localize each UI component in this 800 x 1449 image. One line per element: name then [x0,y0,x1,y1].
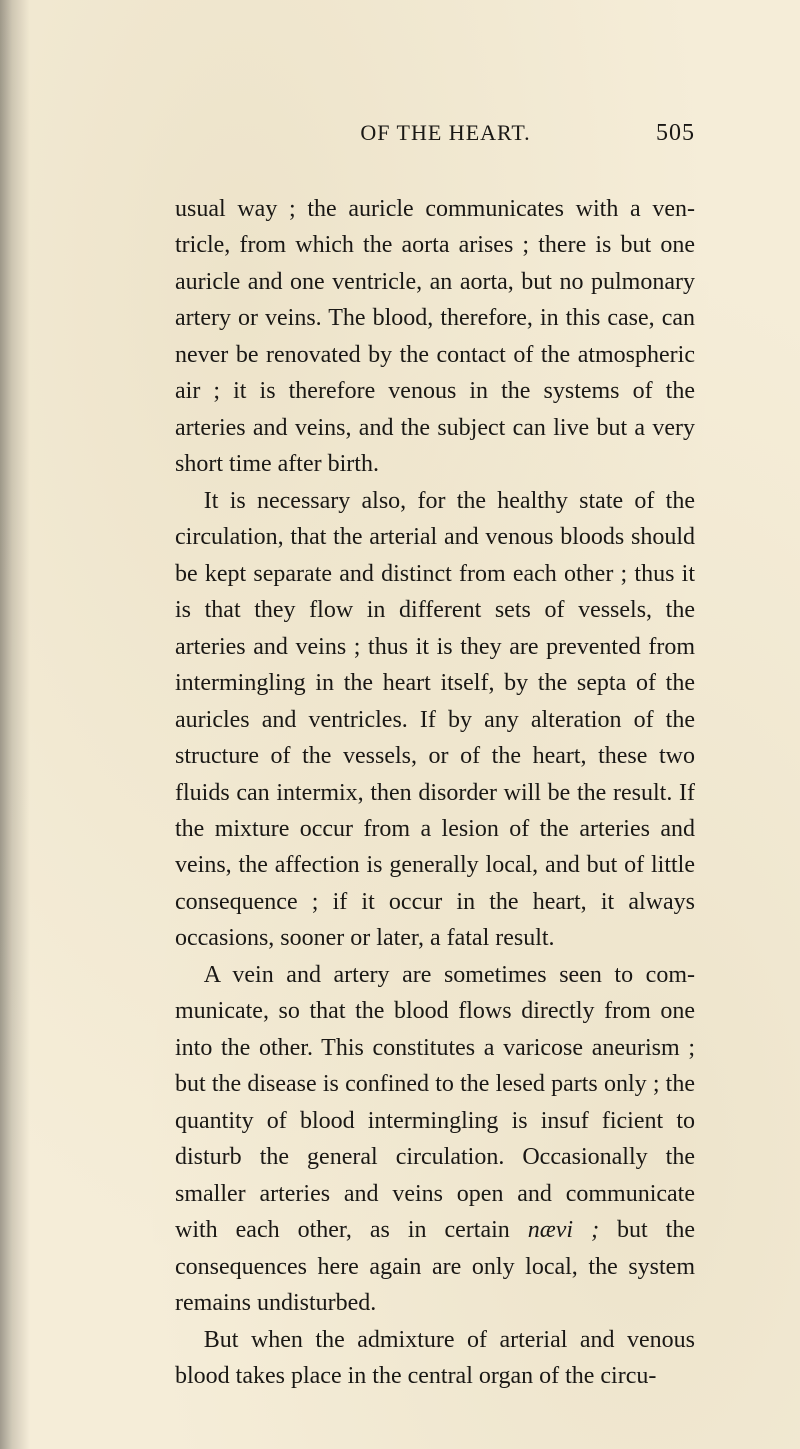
page-number: 505 [656,120,695,147]
body-text: usual way ; the auricle communicates wit… [175,191,695,1394]
paragraph-4: But when the admixture of arterial and v… [175,1322,695,1395]
paragraph-1: usual way ; the auricle communicates wit… [175,191,695,483]
book-page: OF THE HEART. 505 usual way ; the auricl… [0,0,800,1449]
running-title: OF THE HEART. [175,120,656,146]
paragraph-3-italic: nævi ; [528,1217,599,1243]
paragraph-2: It is necessary also, for the healthy st… [175,483,695,957]
running-head: OF THE HEART. 505 [175,120,695,147]
paragraph-3-part-a: A vein and artery are sometimes seen to … [175,962,695,1243]
paragraph-3: A vein and artery are sometimes seen to … [175,957,695,1322]
